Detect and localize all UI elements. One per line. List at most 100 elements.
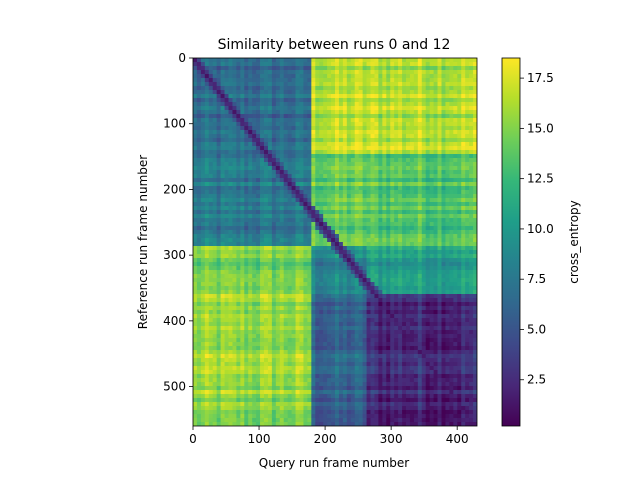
heatmap-cell: [327, 158, 332, 163]
heatmap-cell: [457, 86, 462, 91]
heatmap-cell: [204, 170, 210, 175]
heatmap-cell: [204, 114, 210, 119]
heatmap-cell: [413, 242, 419, 247]
heatmap-cell: [248, 86, 253, 91]
heatmap-cell: [469, 106, 474, 111]
heatmap-cell: [338, 114, 344, 119]
heatmap-cell: [406, 178, 411, 183]
heatmap-cell: [457, 222, 462, 227]
heatmap-cell: [327, 318, 332, 323]
heatmap-cell: [200, 254, 206, 259]
heatmap-cell: [398, 222, 403, 227]
heatmap-cell: [457, 214, 462, 219]
heatmap-cell: [370, 198, 375, 203]
heatmap-cell: [394, 126, 399, 131]
heatmap-cell: [358, 62, 364, 67]
heatmap-cell: [473, 138, 477, 143]
heatmap-cell: [228, 166, 233, 171]
heatmap-cell: [279, 94, 285, 99]
heatmap-cell: [362, 110, 367, 115]
heatmap-cell: [208, 126, 214, 131]
heatmap-cell: [204, 146, 210, 151]
heatmap-cell: [335, 62, 340, 67]
heatmap-cell: [429, 326, 435, 331]
heatmap-cell: [473, 318, 477, 323]
heatmap-cell: [402, 322, 407, 327]
heatmap-cell: [200, 102, 206, 107]
heatmap-cell: [473, 62, 477, 67]
heatmap-cell: [271, 210, 277, 215]
heatmap-cell: [196, 110, 202, 115]
heatmap-cell: [402, 126, 407, 131]
heatmap-cell: [307, 226, 312, 231]
heatmap-cell: [457, 194, 462, 199]
heatmap-cell: [196, 294, 202, 299]
heatmap-cell: [350, 282, 356, 287]
heatmap-cell: [433, 118, 438, 123]
heatmap-cell: [303, 242, 308, 247]
heatmap-cell: [244, 330, 249, 335]
heatmap-cell: [390, 310, 395, 315]
heatmap-cell: [441, 98, 446, 103]
heatmap-cell: [204, 242, 210, 247]
heatmap-cell: [441, 194, 446, 199]
heatmap-cell: [228, 286, 233, 291]
heatmap-cell: [240, 286, 245, 291]
heatmap-cell: [279, 102, 285, 107]
heatmap-cell: [342, 74, 348, 79]
heatmap-cell: [283, 110, 289, 115]
heatmap-cell: [244, 190, 249, 195]
heatmap-cell: [193, 62, 198, 67]
heatmap-cell: [264, 286, 269, 291]
heatmap-cell: [331, 118, 336, 123]
heatmap-cell: [287, 274, 293, 279]
heatmap-cell: [331, 310, 336, 315]
heatmap-cell: [441, 74, 446, 79]
heatmap-cell: [386, 166, 391, 171]
heatmap-cell: [394, 138, 399, 143]
heatmap-cell: [279, 106, 285, 111]
heatmap-cell: [323, 66, 328, 71]
heatmap-cell: [453, 98, 458, 103]
heatmap-cell: [378, 62, 383, 67]
heatmap-cell: [335, 58, 340, 63]
heatmap-cell: [386, 258, 391, 263]
heatmap-cell: [366, 214, 371, 219]
heatmap-cell: [271, 302, 277, 307]
heatmap-cell: [200, 126, 206, 131]
heatmap-cell: [350, 238, 356, 243]
heatmap-cell: [358, 282, 364, 287]
heatmap-cell: [453, 242, 458, 247]
heatmap-cell: [457, 206, 462, 211]
heatmap-cell: [244, 246, 249, 251]
heatmap-cell: [346, 150, 352, 155]
heatmap-cell: [421, 162, 427, 167]
heatmap-cell: [413, 262, 419, 267]
heatmap-cell: [398, 322, 403, 327]
heatmap-cell: [208, 258, 214, 263]
heatmap-cell: [386, 226, 391, 231]
heatmap-cell: [244, 126, 249, 131]
heatmap-cell: [212, 278, 218, 283]
heatmap-cell: [303, 178, 308, 183]
heatmap-cell: [283, 146, 289, 151]
heatmap-cell: [193, 270, 198, 275]
heatmap-cell: [441, 126, 446, 131]
heatmap-cell: [445, 310, 450, 315]
heatmap-cell: [252, 106, 257, 111]
heatmap-cell: [394, 178, 399, 183]
heatmap-cell: [200, 94, 206, 99]
heatmap-cell: [390, 258, 395, 263]
heatmap-cell: [338, 242, 344, 247]
heatmap-cell: [303, 306, 308, 311]
heatmap-cell: [244, 114, 249, 119]
heatmap-cell: [469, 282, 474, 287]
heatmap-cell: [338, 206, 344, 211]
heatmap-cell: [445, 110, 450, 115]
heatmap-cell: [307, 214, 312, 219]
heatmap-cell: [358, 322, 364, 327]
heatmap-cell: [433, 238, 438, 243]
heatmap-cell: [398, 330, 403, 335]
heatmap-cell: [287, 122, 293, 127]
heatmap-cell: [398, 126, 403, 131]
